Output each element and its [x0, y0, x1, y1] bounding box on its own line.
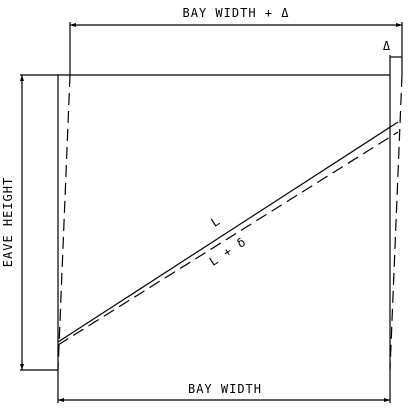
top-dimension-label: BAY WIDTH + Δ — [183, 6, 290, 20]
deformed-right-column — [389, 74, 403, 371]
top-dimension-right-arrow — [396, 23, 402, 27]
deformed-length-label: L + δ — [207, 235, 249, 269]
bottom-dimension-label: BAY WIDTH — [188, 382, 262, 396]
eave-height-bottom-arrow — [20, 364, 24, 370]
delta-label: Δ — [383, 39, 391, 53]
top-dimension-left-arrow — [70, 23, 76, 27]
brace-original — [57, 121, 399, 343]
deformed-left-column — [57, 74, 71, 371]
bottom-dimension-left-arrow — [58, 398, 64, 402]
brace-deformed — [57, 131, 399, 346]
brace-length-label: L — [209, 214, 224, 230]
eave-height-label: EAVE HEIGHT — [1, 177, 15, 267]
bottom-dimension-right-arrow — [384, 398, 390, 402]
eave-height-top-arrow — [20, 75, 24, 81]
